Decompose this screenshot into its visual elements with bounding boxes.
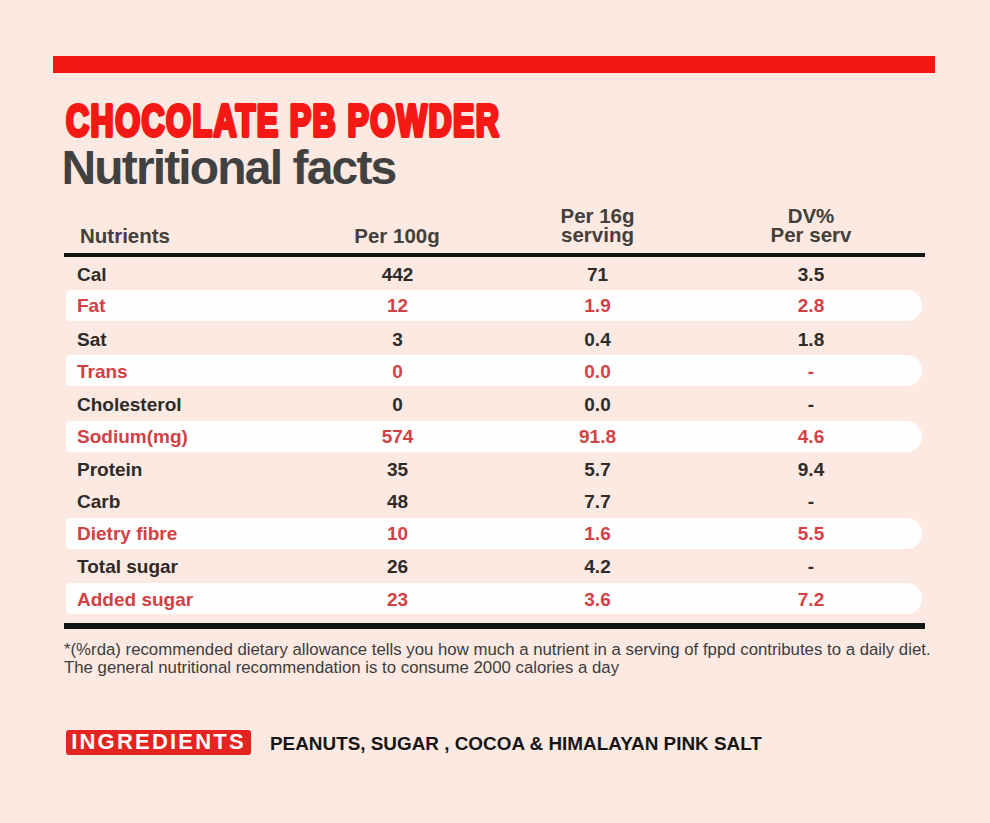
svg-text:CHOCOLATE PB POWDER: CHOCOLATE PB POWDER [66,96,500,145]
